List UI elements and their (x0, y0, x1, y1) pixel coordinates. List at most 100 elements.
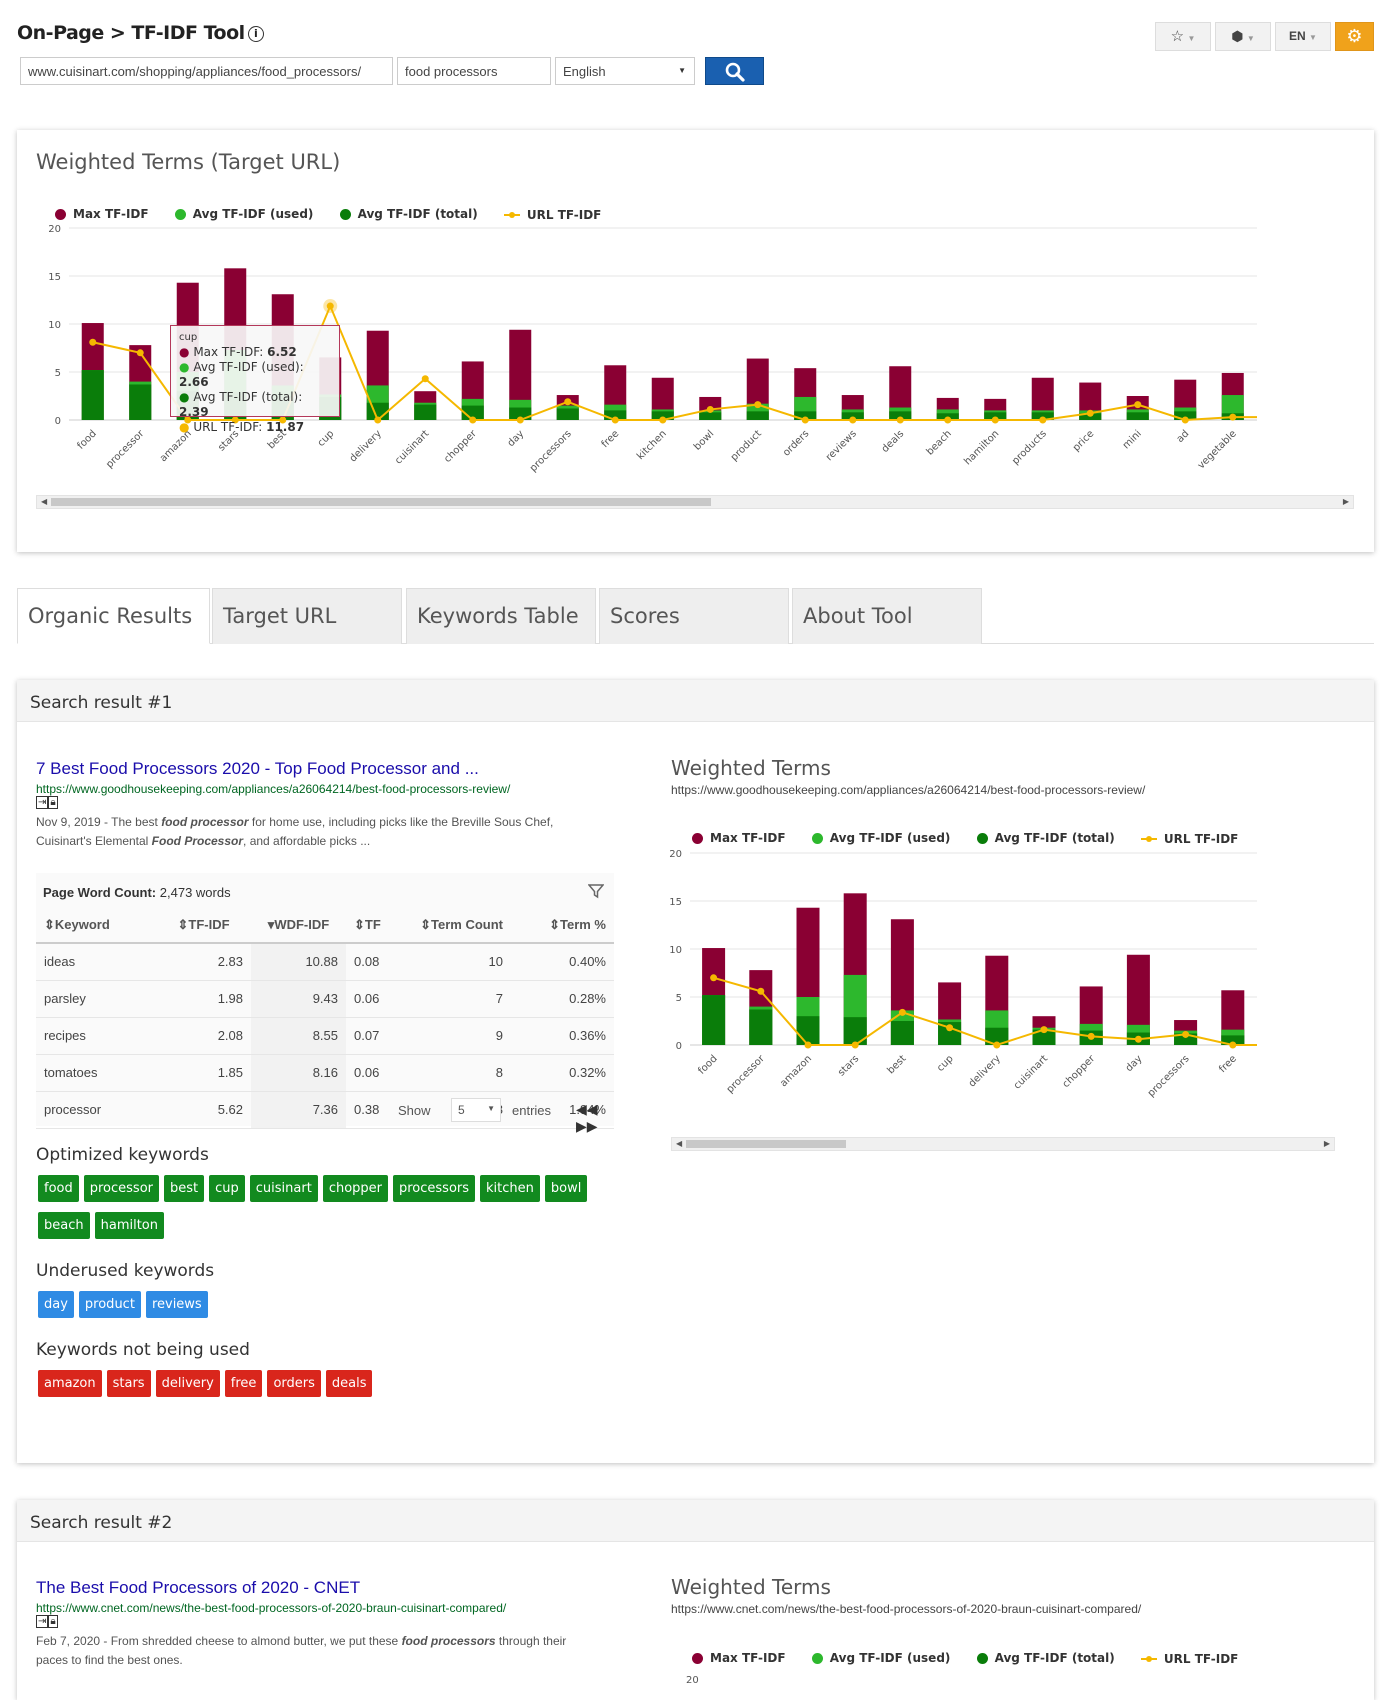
legend-max-label: Max TF-IDF (73, 207, 149, 221)
expand-icon[interactable]: ⇥ (36, 796, 49, 809)
optimized-keyword-tag[interactable]: food (38, 1175, 79, 1202)
legend-avg-used[interactable]: Avg TF-IDF (used) (811, 831, 950, 845)
info-icon[interactable]: i (247, 25, 264, 42)
optimized-keyword-tag[interactable]: processors (393, 1175, 476, 1202)
optimized-keyword-tag[interactable]: chopper (322, 1175, 388, 1202)
col-keyword[interactable]: ⇕Keyword (36, 908, 156, 944)
settings-button[interactable]: ⚙ (1335, 22, 1374, 51)
apps-button[interactable]: ⬢ ▼ (1215, 22, 1271, 51)
tab-scores[interactable]: Scores (599, 588, 789, 644)
gear-icon: ⚙ (1346, 26, 1363, 46)
snippet-highlight: food processor (161, 815, 249, 829)
url-tfidf-point (804, 1041, 812, 1049)
result-title-link[interactable]: The Best Food Processors of 2020 - CNET (36, 1578, 361, 1597)
col-wdfidf[interactable]: ▾WDF-IDF (251, 908, 346, 944)
result-url[interactable]: https://www.goodhousekeeping.com/applian… (36, 782, 511, 796)
result-url[interactable]: https://www.cnet.com/news/the-best-food-… (36, 1601, 507, 1615)
optimized-keyword-tag[interactable]: best (164, 1175, 205, 1202)
word-count-value: 2,473 words (159, 885, 231, 900)
x-axis-label: delivery (348, 428, 384, 464)
lock-icon[interactable]: 🔒︎ (48, 1615, 58, 1628)
url-input[interactable]: www.cuisinart.com/shopping/appliances/fo… (20, 57, 393, 85)
result-chart-scrollbar[interactable]: ◀ ▶ (671, 1137, 1335, 1151)
table-cell: 8.16 (251, 1054, 346, 1092)
unused-keyword-tag[interactable]: stars (106, 1370, 151, 1397)
url-tfidf-point (516, 416, 524, 424)
optimized-keyword-tag[interactable]: processor (83, 1175, 160, 1202)
language-select-value: English (563, 64, 606, 79)
url-tfidf-point (564, 398, 572, 406)
legend-avg-total[interactable]: Avg TF-IDF (total) (976, 831, 1115, 845)
unused-keyword-tag[interactable]: amazon (38, 1370, 102, 1397)
tab-target-url[interactable]: Target URL (212, 588, 402, 644)
col-term-count[interactable]: ⇕Term Count (401, 908, 511, 944)
col-tfidf[interactable]: ⇕TF-IDF (156, 908, 251, 944)
legend-url[interactable]: URL TF-IDF (1140, 1652, 1238, 1666)
table-row: recipes 2.08 8.55 0.07 9 0.36% (36, 1017, 614, 1055)
legend-avg-total[interactable]: Avg TF-IDF (total) (339, 207, 478, 221)
url-tfidf-point (944, 416, 952, 424)
scrollbar-thumb[interactable] (51, 498, 711, 506)
entries-select[interactable]: 5 ▼ (451, 1098, 501, 1122)
legend-avg-used[interactable]: Avg TF-IDF (used) (811, 1651, 950, 1665)
legend-max[interactable]: Max TF-IDF (692, 831, 786, 845)
tab-keywords-table[interactable]: Keywords Table (406, 588, 596, 644)
filter-icon[interactable] (587, 883, 605, 904)
tab-organic-results[interactable]: Organic Results (17, 588, 210, 644)
language-button[interactable]: EN ▼ (1275, 22, 1331, 51)
keyword-table: ⇕Keyword ⇕TF-IDF ▾WDF-IDF ⇕TF ⇕Term Coun… (36, 908, 614, 1129)
table-cell: 0.40% (511, 943, 614, 981)
table-cell: 1.98 (156, 980, 251, 1018)
optimized-keyword-tag[interactable]: bowl (544, 1175, 588, 1202)
optimized-keyword-tag[interactable]: hamilton (94, 1212, 164, 1239)
col-term-pct[interactable]: ⇕Term % (511, 908, 614, 944)
url-tfidf-point (757, 987, 765, 995)
legend-url[interactable]: URL TF-IDF (1140, 832, 1238, 846)
chevron-down-icon: ▼ (487, 1104, 495, 1113)
unused-keyword-tag[interactable]: orders (267, 1370, 321, 1397)
optimized-keyword-tag[interactable]: cuisinart (249, 1175, 318, 1202)
url-tfidf-point (1039, 416, 1047, 424)
url-tfidf-point (1229, 1041, 1237, 1049)
x-axis-label: cuisinart (1012, 1053, 1050, 1091)
main-chart-scrollbar[interactable]: ◀ ▶ (36, 495, 1354, 509)
legend-url[interactable]: URL TF-IDF (503, 208, 601, 222)
scroll-left-icon[interactable]: ◀ (676, 1139, 683, 1148)
main-chart-title: Weighted Terms (Target URL) (36, 150, 341, 174)
tab-about-tool[interactable]: About Tool (792, 588, 982, 644)
legend-avg-total-dot (976, 1652, 988, 1664)
underused-keyword-tag[interactable]: day (38, 1291, 74, 1318)
keyword-input[interactable]: food processors (397, 57, 551, 85)
expand-icon[interactable]: ⇥ (36, 1615, 49, 1628)
legend-max[interactable]: Max TF-IDF (55, 207, 149, 221)
legend-avg-used[interactable]: Avg TF-IDF (used) (174, 207, 313, 221)
search-button[interactable] (705, 57, 764, 85)
legend-avg-total[interactable]: Avg TF-IDF (total) (976, 1651, 1115, 1665)
table-cell: 7.36 (251, 1091, 346, 1129)
optimized-keyword-tag[interactable]: cup (209, 1175, 245, 1202)
optimized-keyword-tag[interactable]: kitchen (480, 1175, 540, 1202)
table-cell: 0.28% (511, 980, 614, 1018)
unused-keyword-tag[interactable]: delivery (155, 1370, 220, 1397)
optimized-keyword-tag[interactable]: beach (38, 1212, 90, 1239)
x-axis-label: reviews (824, 428, 859, 463)
legend-max[interactable]: Max TF-IDF (692, 1651, 786, 1665)
language-select[interactable]: English (555, 57, 695, 85)
unused-keyword-tag[interactable]: deals (325, 1370, 373, 1397)
x-axis-label: kitchen (635, 428, 669, 462)
entries-label: entries (512, 1103, 552, 1118)
col-tf[interactable]: ⇕TF (346, 908, 401, 944)
scroll-right-icon[interactable]: ▶ (1342, 497, 1349, 506)
underused-keyword-tag[interactable]: product (78, 1291, 141, 1318)
result-title-link[interactable]: 7 Best Food Processors 2020 - Top Food P… (36, 759, 479, 778)
unused-keyword-tag[interactable]: free (224, 1370, 263, 1397)
scrollbar-thumb[interactable] (686, 1140, 846, 1148)
scroll-right-icon[interactable]: ▶ (1323, 1139, 1330, 1148)
scroll-left-icon[interactable]: ◀ (41, 497, 48, 506)
word-count-label: Page Word Count: (43, 885, 157, 900)
lock-icon[interactable]: 🔒︎ (48, 796, 58, 809)
underused-keyword-tag[interactable]: reviews (145, 1291, 208, 1318)
favorite-button[interactable]: ☆ ▼ (1155, 22, 1211, 51)
pagination-icon[interactable]: ◀◀ ▶▶ (576, 1101, 598, 1134)
y-axis-tick: 15 (48, 272, 61, 283)
